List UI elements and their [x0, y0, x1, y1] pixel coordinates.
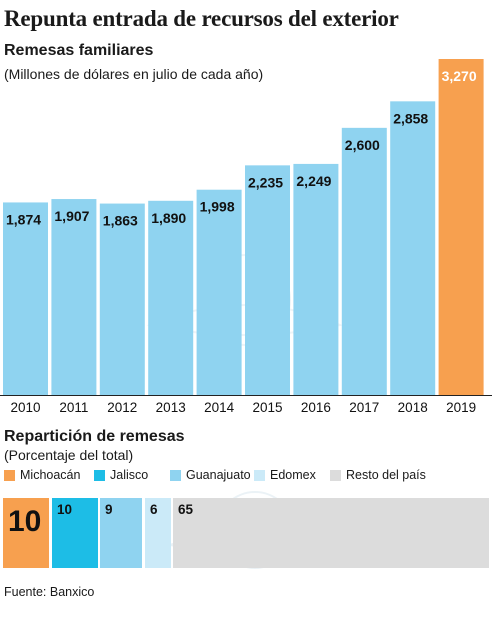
x-tick-label: 2017	[349, 400, 379, 415]
bar-2017	[341, 127, 387, 395]
share-units-note: (Porcentaje del total)	[4, 447, 134, 463]
chart-title: Repunta entrada de recursos del exterior	[4, 6, 399, 31]
legend-item-michoacan: Michoacán	[4, 468, 80, 482]
bar-value-label: 1,907	[54, 208, 89, 224]
legend-label: Resto del país	[346, 468, 426, 482]
bar-value-label: 2,600	[345, 137, 380, 153]
legend-label: Jalisco	[110, 468, 149, 482]
legend-item-jalisco: Jalisco	[94, 468, 148, 482]
share-value-label: 6	[150, 502, 158, 517]
bar-2019	[438, 59, 484, 395]
bar-2010	[3, 202, 48, 395]
bar-2012	[99, 203, 145, 395]
share-segment-4	[173, 498, 489, 568]
share-value-label: 10	[8, 505, 41, 538]
watermark-emblem	[166, 491, 344, 569]
legend-swatch	[94, 469, 105, 481]
share-section-title: Repartición de remesas	[4, 428, 185, 445]
legend-item-resto: Resto del país	[330, 468, 426, 482]
chart-subtitle: Remesas familiares	[4, 42, 154, 59]
share-value-label: 9	[105, 502, 113, 517]
bar-2013	[148, 200, 194, 395]
bar-2011	[51, 199, 97, 395]
remittances-bar-chart: 1,874 2010 1,907 2011 1,863 2012 1,890 2013 1,99…	[0, 59, 492, 415]
x-tick-label: 2014	[204, 400, 235, 415]
share-segment-1	[52, 498, 98, 568]
x-tick-label: 2010	[10, 400, 40, 415]
x-tick-label: 2018	[398, 400, 428, 415]
bar-2014	[196, 189, 242, 395]
units-note: (Millones de dólares en julio de cada añ…	[4, 66, 264, 82]
bar-2018	[390, 101, 436, 395]
share-segment-0	[3, 498, 49, 568]
legend-label: Michoacán	[20, 468, 81, 482]
share-value-label: 10	[57, 502, 72, 517]
watermark-circle	[216, 491, 294, 569]
legend-item-guanajuato: Guanajuato	[170, 468, 251, 482]
share-value-label: 65	[178, 502, 194, 517]
bar-value-label: 1,998	[200, 199, 235, 215]
x-tick-label: 2012	[107, 400, 137, 415]
legend-item-edomex: Edomex	[254, 468, 316, 482]
bar-2016	[293, 163, 339, 395]
bar-2015	[245, 165, 290, 395]
share-legend: Michoacán Jalisco Guanajuato Edomex Rest…	[4, 468, 492, 484]
x-tick-label: 2016	[301, 400, 331, 415]
bar-value-label: 2,235	[248, 174, 283, 190]
source-note: Fuente: Banxico	[4, 585, 95, 599]
bar-value-label: 1,863	[103, 213, 138, 229]
watermark-wings	[166, 529, 344, 554]
legend-swatch	[254, 469, 265, 481]
x-tick-label: 2019	[446, 400, 476, 415]
legend-swatch	[330, 469, 341, 481]
legend-swatch	[170, 469, 181, 481]
share-segment-2	[100, 498, 142, 568]
bar-value-label: 3,270	[442, 68, 477, 84]
x-tick-label: 2011	[59, 400, 88, 415]
legend-label: Guanajuato	[186, 468, 251, 482]
x-tick-label: 2015	[252, 400, 282, 415]
bar-value-label: 1,890	[151, 210, 186, 226]
share-segment-3	[145, 498, 171, 568]
bar-value-label: 1,874	[6, 211, 41, 227]
bar-value-label: 2,858	[393, 110, 428, 126]
legend-swatch	[4, 469, 15, 481]
bar-value-label: 2,249	[296, 173, 331, 189]
x-tick-label: 2013	[156, 400, 186, 415]
legend-label: Edomex	[270, 468, 316, 482]
